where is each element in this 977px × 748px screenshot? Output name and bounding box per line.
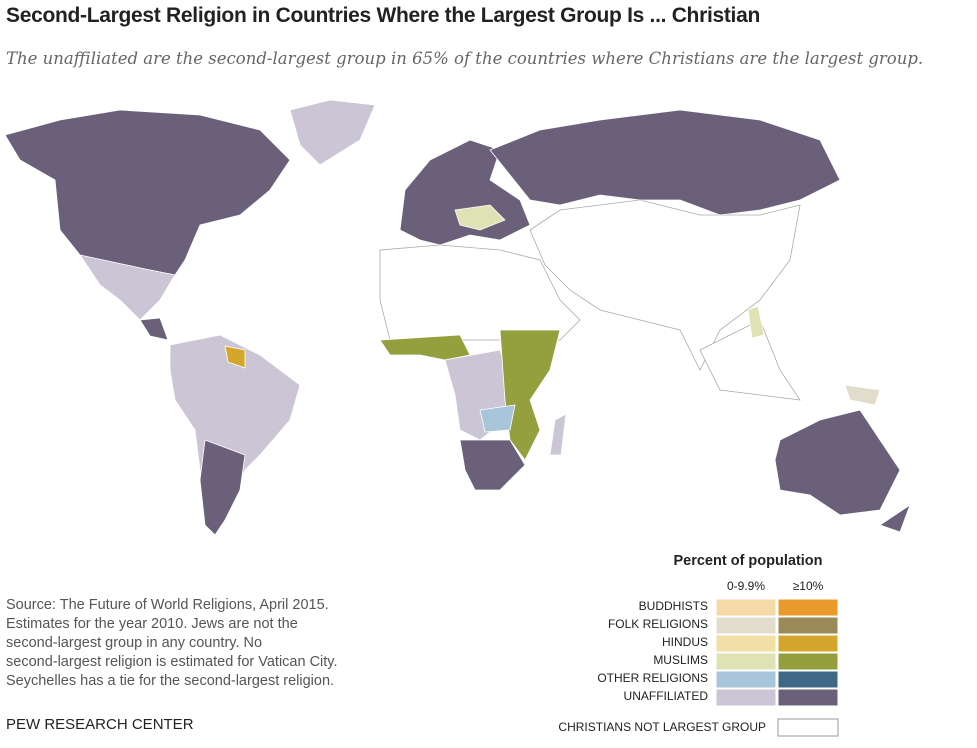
source-line: Estimates for the year 2010. Jews are no…: [6, 616, 298, 632]
source-line: second-largest group in any country. No: [6, 635, 263, 651]
legend-label: OTHER RELIGIONS: [597, 671, 708, 685]
country-area: [489, 109, 841, 216]
legend-swatch: [715, 616, 777, 635]
country-area: [774, 409, 901, 516]
country-area: [199, 439, 246, 536]
country-area: [459, 439, 526, 491]
legend-swatch: [715, 688, 777, 707]
legend-label: FOLK RELIGIONS: [608, 617, 708, 631]
country-area: [289, 99, 376, 166]
country-area: [4, 109, 291, 276]
legend-label: BUDDHISTS: [639, 599, 708, 613]
legend-swatch: [777, 616, 839, 635]
country-area: [879, 503, 911, 533]
country-area: [844, 384, 881, 406]
legend-swatch: [777, 652, 839, 671]
country-area: [479, 404, 516, 433]
source-line: second-largest religion is estimated for…: [6, 654, 338, 670]
legend-column-label: ≥10%: [793, 579, 824, 593]
legend-label: UNAFFILIATED: [624, 689, 709, 703]
world-map: [4, 99, 911, 536]
legend-swatch: [777, 634, 839, 653]
legend-label: MUSLIMS: [653, 653, 708, 667]
legend-swatch: [777, 718, 839, 737]
legend-swatch: [715, 634, 777, 653]
legend-swatch: [777, 670, 839, 689]
subtitle: The unaffiliated are the second-largest …: [6, 49, 924, 68]
legend-swatch: [777, 598, 839, 617]
country-area: [224, 345, 246, 369]
legend-label: CHRISTIANS NOT LARGEST GROUP: [558, 720, 766, 734]
country-area: [454, 204, 506, 231]
source-line: Source: The Future of World Religions, A…: [6, 597, 329, 613]
country-area: [79, 254, 176, 321]
legend-swatch: [715, 652, 777, 671]
legend: 0-9.9% ≥10% BUDDHISTS FOLK RELIGIONS HINDUS M…: [558, 579, 839, 737]
source-line: Seychelles has a tie for the second-larg…: [6, 673, 335, 689]
legend-swatch: [715, 670, 777, 689]
legend-swatch: [715, 598, 777, 617]
legend-title: Percent of population: [673, 553, 822, 569]
legend-swatch: [777, 688, 839, 707]
source-note: Source: The Future of World Religions, A…: [6, 596, 406, 691]
title: Second-Largest Religion in Countries Whe…: [6, 4, 761, 27]
footer: PEW RESEARCH CENTER: [6, 716, 194, 733]
country-area: [139, 317, 169, 341]
legend-label: HINDUS: [662, 635, 708, 649]
legend-column-label: 0-9.9%: [727, 579, 765, 593]
country-area: [747, 305, 765, 339]
country-area: [529, 199, 801, 371]
country-area: [549, 413, 567, 456]
